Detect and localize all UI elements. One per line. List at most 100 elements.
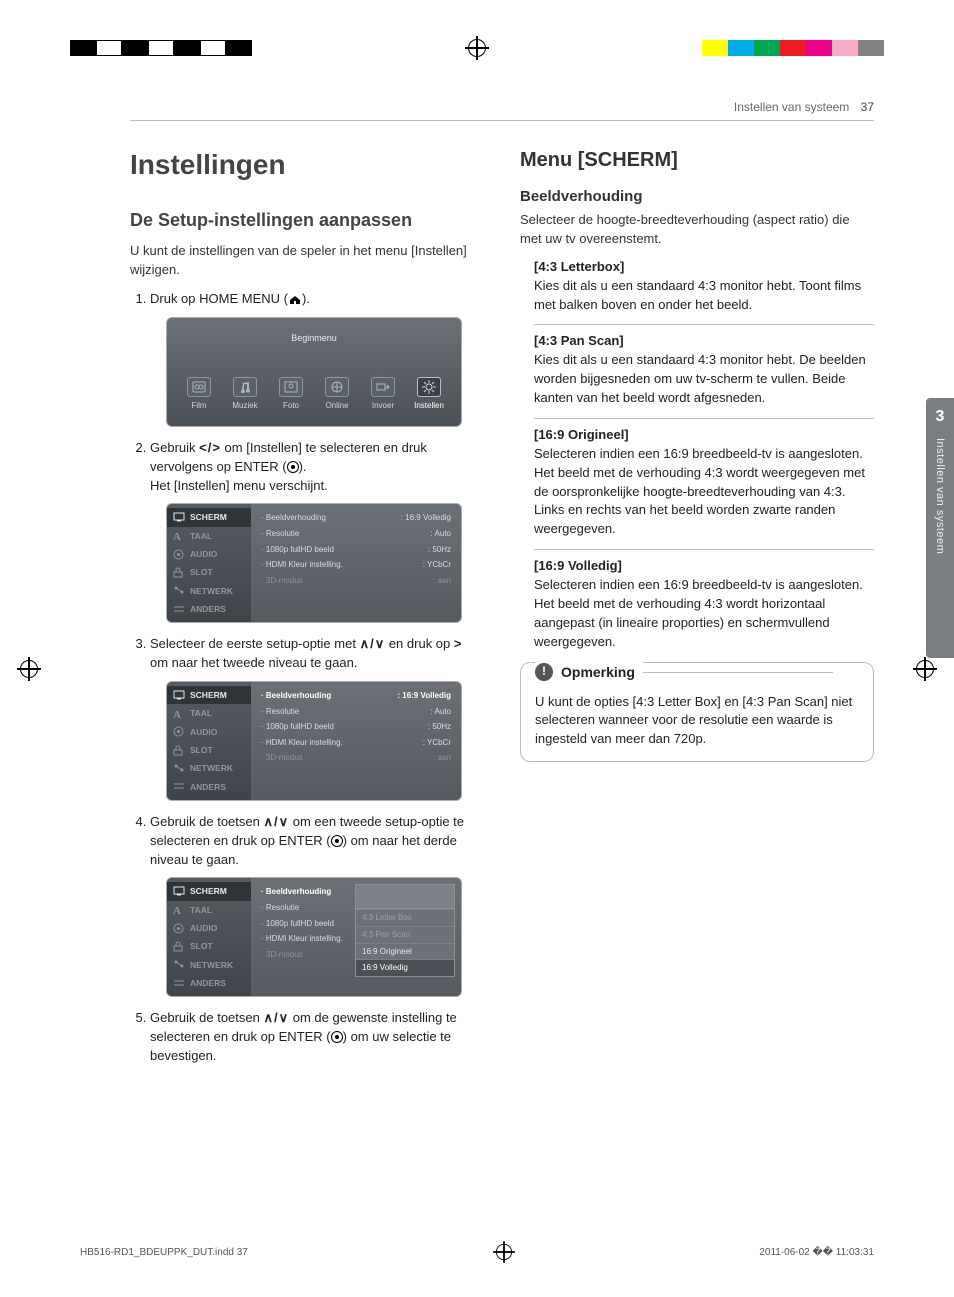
definition-term: [4:3 Letterbox]: [534, 259, 874, 274]
settings-side-item: SLOT: [167, 741, 251, 759]
definition-desc: Kies dit als u een standaard 4:3 monitor…: [534, 351, 874, 408]
aspect-option: 4:3 Pan Scan: [356, 926, 454, 943]
section-heading: De Setup-instellingen aanpassen: [130, 209, 484, 232]
settings-side-item: SLOT: [167, 563, 251, 581]
settings-side-item: ATAAL: [167, 901, 251, 919]
running-header-section: Instellen van systeem: [734, 100, 849, 114]
settings-row: HDMI Kleur instelling.: YCbCr: [261, 735, 451, 751]
screenshot-settings-1: SCHERMATAALAUDIOSLOTNETWERKANDERS Beeldv…: [166, 503, 462, 623]
info-icon: !: [535, 663, 553, 681]
running-header: Instellen van systeem 37: [130, 100, 874, 121]
home-menu-item: Instellen: [411, 377, 447, 412]
print-marks-top: [0, 38, 954, 58]
lock-icon: [173, 941, 185, 952]
popup-preview-icon: [356, 885, 454, 909]
definition-term: [16:9 Volledig]: [534, 558, 874, 573]
definition-term: [16:9 Origineel]: [534, 427, 874, 442]
definition-desc: Kies dit als u een standaard 4:3 monitor…: [534, 277, 874, 315]
input-icon: [371, 377, 395, 397]
settings-row: Beeldverhouding: 16:9 Volledig: [261, 688, 451, 704]
step-5: Gebruik de toetsen ∧/∨ om de gewenste in…: [150, 1009, 484, 1066]
settings-row: 1080p fullHD beeld: 50Hz: [261, 719, 451, 735]
A-icon: A: [173, 530, 185, 541]
aspect-option: 16:9 Origineel: [356, 943, 454, 960]
settings-row: 3D-modus: aan: [261, 750, 451, 766]
settings-side-item: SCHERM: [167, 882, 251, 900]
registration-mark-icon: [916, 660, 934, 678]
settings-side-item: ATAAL: [167, 704, 251, 722]
enter-icon: [331, 1031, 343, 1043]
photo-icon: [279, 377, 303, 397]
aspect-option: 4:3 Letter Box: [356, 909, 454, 926]
film-icon: [187, 377, 211, 397]
settings-row: Resolutie: Auto: [261, 526, 451, 542]
enter-icon: [287, 461, 299, 473]
misc-icon: [173, 781, 185, 792]
screenshot-home-menu: Beginmenu FilmMuziekFotoOnlineInvoerInst…: [166, 317, 462, 427]
settings-side-item: SCHERM: [167, 508, 251, 526]
definition-item: [4:3 Letterbox] Kies dit als u een standa…: [534, 259, 874, 315]
print-footer: HB516-RD1_BDEUPPK_DUT.indd 37 2011-06-02…: [80, 1243, 874, 1261]
step-3: Selecteer de eerste setup-optie met ∧/∨ …: [150, 635, 484, 801]
definition-item: [16:9 Origineel] Selecteren indien een 16…: [534, 427, 874, 539]
subsection-heading: Beeldverhouding: [520, 188, 874, 205]
enter-icon: [331, 835, 343, 847]
home-menu-item: Film: [181, 377, 217, 412]
gear-icon: [417, 377, 441, 397]
net-icon: [173, 763, 185, 774]
settings-side-item: NETWERK: [167, 759, 251, 777]
settings-side-item: NETWERK: [167, 582, 251, 600]
A-icon: A: [173, 708, 185, 719]
aspect-option: 16:9 Volledig: [356, 959, 454, 976]
spk-icon: [173, 923, 185, 934]
A-icon: A: [173, 904, 185, 915]
up-down-arrows: ∧/∨: [263, 814, 289, 829]
home-menu-item: Online: [319, 377, 355, 412]
page-title: Instellingen: [130, 149, 484, 181]
lock-icon: [173, 567, 185, 578]
settings-side-item: SLOT: [167, 937, 251, 955]
page-number: 37: [861, 100, 874, 114]
left-right-arrows: </>: [199, 440, 221, 455]
note-body: U kunt de opties [4:3 Letter Box] en [4:…: [535, 693, 859, 750]
net-icon: [173, 959, 185, 970]
online-icon: [325, 377, 349, 397]
up-down-arrows: ∧/∨: [360, 636, 386, 651]
settings-row: 1080p fullHD beeld: 50Hz: [261, 542, 451, 558]
definition-item: [4:3 Pan Scan] Kies dit als u een standaa…: [534, 333, 874, 408]
misc-icon: [173, 604, 185, 615]
registration-mark-icon: [495, 1244, 511, 1260]
music-icon: [233, 377, 257, 397]
home-menu-item: Muziek: [227, 377, 263, 412]
settings-side-item: ANDERS: [167, 974, 251, 992]
settings-row: HDMI Kleur instelling.: YCbCr: [261, 557, 451, 573]
settings-row: Beeldverhouding: 16:9 Volledig: [261, 510, 451, 526]
definition-term: [4:3 Pan Scan]: [534, 333, 874, 348]
menu-heading: Menu [SCHERM]: [520, 149, 874, 172]
right-column: Menu [SCHERM] Beeldverhouding Selecteer …: [520, 149, 874, 1074]
steps-list: Druk op HOME MENU (). Beginmenu FilmMuzi…: [130, 290, 484, 1066]
lock-icon: [173, 745, 185, 756]
settings-side-item: AUDIO: [167, 919, 251, 937]
definition-desc: Selecteren indien een 16:9 breedbeeld-tv…: [534, 445, 874, 539]
settings-side-item: SCHERM: [167, 686, 251, 704]
misc-icon: [173, 978, 185, 989]
net-icon: [173, 585, 185, 596]
settings-row: 3D-modus: aan: [261, 573, 451, 589]
note-box: ! Opmerking U kunt de opties [4:3 Letter…: [520, 662, 874, 763]
step-1: Druk op HOME MENU (). Beginmenu FilmMuzi…: [150, 290, 484, 427]
screenshot-settings-3: SCHERMATAALAUDIOSLOTNETWERKANDERS Beeldv…: [166, 877, 462, 997]
settings-side-item: AUDIO: [167, 723, 251, 741]
chapter-number: 3: [936, 408, 945, 426]
note-header: ! Opmerking: [535, 662, 643, 682]
spk-icon: [173, 549, 185, 560]
aspect-popup: 4:3 Letter Box4:3 Pan Scan16:9 Origineel…: [355, 884, 455, 976]
home-menu-item: Invoer: [365, 377, 401, 412]
registration-mark-icon: [20, 660, 38, 678]
settings-side-item: ANDERS: [167, 778, 251, 796]
footer-timestamp: 2011-06-02 �� 11:03:31: [759, 1247, 874, 1258]
footer-file: HB516-RD1_BDEUPPK_DUT.indd 37: [80, 1247, 248, 1258]
tv-icon: [173, 512, 185, 523]
tv-icon: [173, 690, 185, 701]
right-arrow: >: [454, 636, 463, 651]
